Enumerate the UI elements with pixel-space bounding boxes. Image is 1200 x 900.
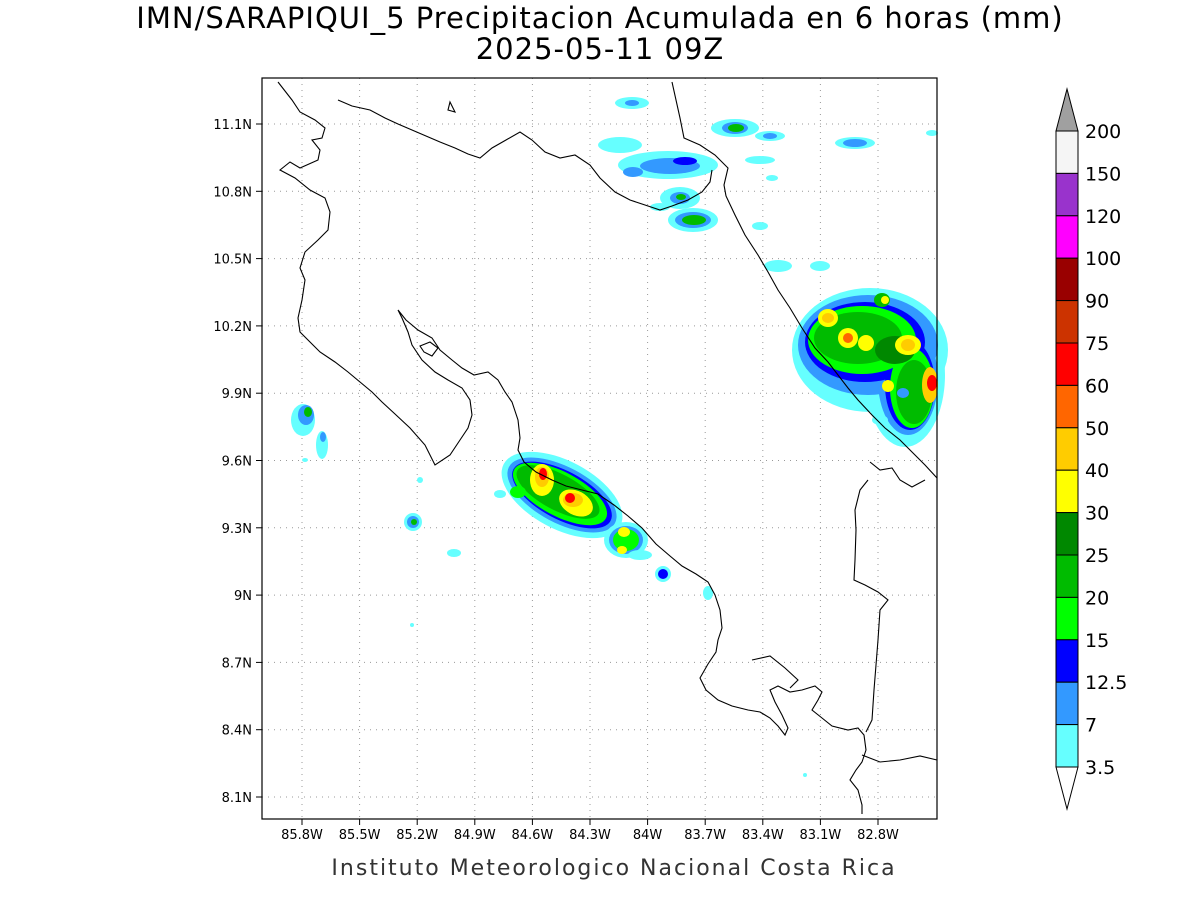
colorbar-segment bbox=[1055, 172, 1079, 217]
lon-tick-label: 83.4W bbox=[742, 828, 784, 843]
colorbar-label: 50 bbox=[1085, 418, 1109, 440]
colorbar-segment bbox=[1055, 512, 1079, 556]
lon-tick-label: 83.7W bbox=[684, 828, 726, 843]
rain-cell-north bbox=[598, 97, 938, 232]
colorbar-bottom-arrow bbox=[1055, 766, 1079, 811]
lon-tick-label: 85.2W bbox=[396, 828, 438, 843]
lat-tick-label: 10.2N bbox=[213, 320, 252, 335]
colorbar-label: 100 bbox=[1085, 248, 1121, 270]
lat-tick-label: 11.1N bbox=[213, 118, 252, 133]
lon-tick-label: 85.8W bbox=[281, 828, 323, 843]
colorbar-label: 30 bbox=[1085, 503, 1109, 525]
colorbar-label: 75 bbox=[1085, 333, 1109, 355]
map-subtitle-datetime: 2025-05-11 09Z bbox=[475, 32, 725, 66]
lon-tick-label: 83.1W bbox=[799, 828, 841, 843]
colorbar: 200 150 120 100 90 75 60 50 40 30 25 20 15 12.5 7 3.5 bbox=[1055, 87, 1127, 811]
colorbar-segment bbox=[1055, 554, 1079, 598]
lon-tick-label: 84W bbox=[633, 828, 663, 843]
lat-tick-label: 9.6N bbox=[222, 455, 252, 470]
credit-text: Instituto Meteorologico Nacional Costa R… bbox=[331, 856, 897, 881]
colorbar-label: 90 bbox=[1085, 291, 1109, 313]
colorbar-segment bbox=[1055, 130, 1079, 174]
lon-tick-label: 84.9W bbox=[454, 828, 496, 843]
colorbar-segment bbox=[1055, 300, 1079, 344]
colorbar-top-arrow bbox=[1055, 87, 1079, 132]
colorbar-label: 150 bbox=[1085, 163, 1121, 185]
coastline bbox=[277, 81, 938, 814]
lat-tick-label: 8.1N bbox=[222, 791, 252, 806]
colorbar-label: 25 bbox=[1085, 545, 1109, 567]
lon-tick-label: 85.5W bbox=[339, 828, 381, 843]
lon-tick-label: 84.6W bbox=[511, 828, 553, 843]
rain-cell-pacific bbox=[291, 404, 807, 777]
lat-tick-label: 10.5N bbox=[213, 253, 252, 268]
lon-tick-label: 82.8W bbox=[857, 828, 899, 843]
map-frame bbox=[261, 77, 938, 820]
rain-cell-caribbean bbox=[764, 260, 948, 447]
colorbar-label: 40 bbox=[1085, 460, 1109, 482]
lat-tick-label: 9.9N bbox=[222, 387, 252, 402]
colorbar-segment bbox=[1055, 596, 1079, 641]
lat-tick-label: 8.7N bbox=[222, 656, 252, 671]
colorbar-segment bbox=[1055, 469, 1079, 514]
map-title: IMN/SARAPIQUI_5 Precipitacion Acumulada … bbox=[136, 1, 1064, 35]
colorbar-label: 12.5 bbox=[1085, 672, 1127, 694]
lat-tick-label: 10.8N bbox=[213, 185, 252, 200]
lon-tick-label: 84.3W bbox=[569, 828, 611, 843]
rain-cell-central bbox=[494, 451, 671, 582]
colorbar-label: 20 bbox=[1085, 587, 1109, 609]
lat-tick-label: 9.3N bbox=[222, 522, 252, 537]
colorbar-label: 15 bbox=[1085, 630, 1109, 652]
colorbar-segment bbox=[1055, 384, 1079, 429]
colorbar-segment bbox=[1055, 639, 1079, 683]
colorbar-segment bbox=[1055, 427, 1079, 471]
colorbar-label: 7 bbox=[1085, 715, 1097, 737]
colorbar-segment bbox=[1055, 257, 1079, 302]
lat-tick-label: 9N bbox=[234, 589, 252, 604]
colorbar-segment bbox=[1055, 681, 1079, 726]
lat-tick-label: 8.4N bbox=[222, 724, 252, 739]
colorbar-label: 3.5 bbox=[1085, 757, 1115, 779]
colorbar-label: 120 bbox=[1085, 206, 1121, 228]
map-gridlines bbox=[262, 78, 937, 819]
precipitation-field bbox=[291, 97, 948, 777]
colorbar-segment bbox=[1055, 342, 1079, 386]
colorbar-label: 60 bbox=[1085, 375, 1109, 397]
longitude-axis: 85.8W 85.5W 85.2W 84.9W 84.6W 84.3W 84W 83.7W 83… bbox=[281, 819, 899, 843]
colorbar-segment bbox=[1055, 215, 1079, 259]
latitude-axis: 11.1N 10.8N 10.5N 10.2N 9.9N 9.6N 9.3N 9N 8.7N 8.… bbox=[213, 118, 262, 806]
colorbar-label: 200 bbox=[1085, 121, 1121, 143]
colorbar-segment bbox=[1055, 724, 1079, 768]
